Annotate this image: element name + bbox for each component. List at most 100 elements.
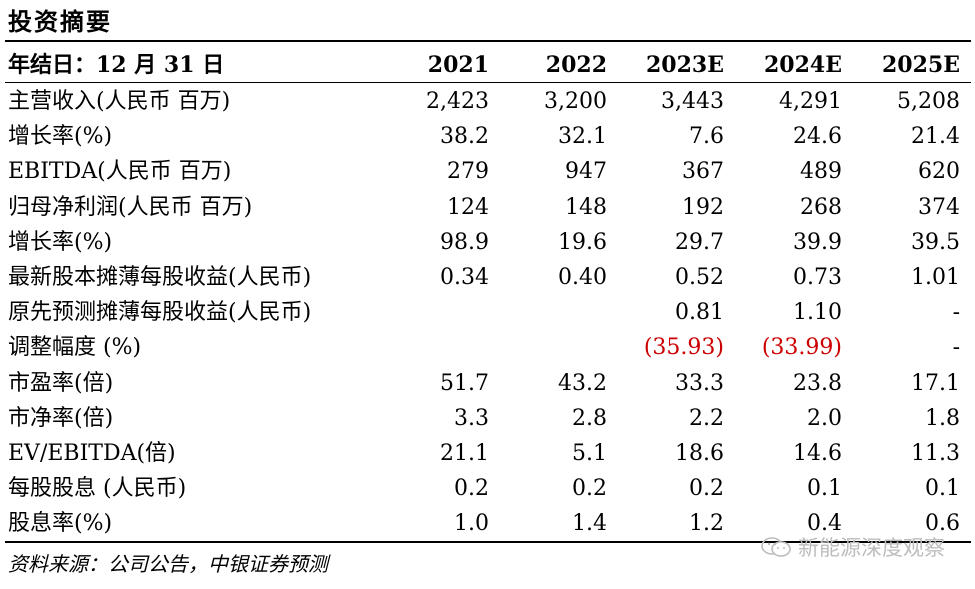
- cell-2024e: 489: [800, 159, 842, 185]
- cell-2022: 0.2: [572, 476, 607, 502]
- cell-2021: 2,423: [426, 89, 489, 114]
- table-row: 市净率(倍) 3.3 2.8 2.2 2.0 1.8: [0, 401, 975, 436]
- cell-2024e: 0.1: [807, 476, 842, 502]
- cell-2024e: 39.9: [793, 229, 842, 255]
- cell-2022: 3,200: [544, 89, 607, 114]
- cell-2025e: 21.4: [911, 124, 960, 150]
- table-row: 增长率(%) 98.9 19.6 29.7 39.9 39.5: [0, 225, 975, 260]
- cell-2021: 3.3: [454, 405, 489, 431]
- cell-2023e: 33.3: [675, 370, 724, 396]
- table-row: 原先预测摊薄每股收益(人民币) 0.81 1.10 -: [0, 295, 975, 330]
- row-label: EV/EBITDA(倍): [8, 441, 176, 466]
- header-rule: [5, 82, 971, 83]
- header-year-2022: 2022: [545, 52, 607, 78]
- table-row: 调整幅度 (%) (35.93) (33.99) -: [0, 330, 975, 365]
- row-label: 主营收入(人民币 百万): [8, 89, 231, 114]
- row-label: 市盈率(倍): [8, 370, 114, 396]
- cell-2023e: 18.6: [675, 441, 724, 466]
- cell-2022: 5.1: [572, 441, 607, 466]
- cell-2025e: 39.5: [911, 229, 960, 255]
- cell-2022: 2.8: [572, 405, 607, 431]
- cell-2025e: -: [952, 300, 960, 326]
- cell-2025e: 0.6: [925, 511, 960, 537]
- cell-2023e: 367: [682, 159, 724, 185]
- header-year-2024e: 2024E: [764, 52, 842, 78]
- cell-2024e: 14.6: [793, 441, 842, 466]
- table-row: EBITDA(人民币 百万) 279 947 367 489 620: [0, 154, 975, 189]
- cell-2021: 38.2: [440, 124, 489, 150]
- cell-2024e: 0.73: [793, 265, 842, 290]
- cell-2022: 1.4: [572, 511, 607, 537]
- cell-2023e: 7.6: [689, 124, 724, 150]
- header-year-2021: 2021: [427, 52, 489, 78]
- table-row: 股息率(%) 1.0 1.4 1.2 0.4 0.6: [0, 506, 975, 541]
- cell-2024e: 1.10: [793, 300, 842, 326]
- bottom-rule: [5, 541, 971, 543]
- table-row: 市盈率(倍) 51.7 43.2 33.3 23.8 17.1: [0, 366, 975, 401]
- cell-2023e: 0.52: [675, 265, 724, 290]
- cell-2021: 124: [447, 194, 489, 220]
- cell-2021: 21.1: [440, 441, 489, 466]
- row-label: 每股股息 (人民币): [8, 476, 187, 502]
- cell-2025e: 11.3: [911, 441, 960, 466]
- row-label: 市净率(倍): [8, 405, 114, 431]
- cell-2023e: 0.2: [689, 476, 724, 502]
- cell-2022: 0.40: [558, 265, 607, 290]
- header-label: 年结日：12 月 31 日: [8, 52, 225, 78]
- cell-2022: 43.2: [558, 370, 607, 396]
- cell-2025e: 620: [918, 159, 960, 185]
- cell-2021: 0.34: [440, 265, 489, 290]
- cell-2022: 148: [565, 194, 607, 220]
- watermark: 新能源深度观察: [760, 532, 945, 562]
- cell-2022: 32.1: [558, 124, 607, 150]
- cell-2023e: 29.7: [675, 229, 724, 255]
- wechat-icon: [761, 537, 791, 557]
- cell-2023e: 192: [682, 194, 724, 220]
- table-row: 每股股息 (人民币) 0.2 0.2 0.2 0.1 0.1: [0, 471, 975, 506]
- watermark-text: 新能源深度观察: [798, 536, 945, 560]
- table-row: 增长率(%) 38.2 32.1 7.6 24.6 21.4: [0, 119, 975, 154]
- row-label: 增长率(%): [8, 124, 113, 150]
- top-rule: [5, 40, 971, 42]
- header-year-2025e: 2025E: [882, 52, 960, 78]
- cell-2023e: 2.2: [689, 405, 724, 431]
- cell-2025e: 1.01: [911, 265, 960, 290]
- cell-2023e: 3,443: [661, 89, 724, 114]
- cell-2025e: 0.1: [925, 476, 960, 502]
- cell-2024e: 24.6: [793, 124, 842, 150]
- cell-2024e: 2.0: [807, 405, 842, 431]
- cell-2025e: 5,208: [897, 89, 960, 114]
- row-label: 最新股本摊薄每股收益(人民币): [8, 265, 312, 290]
- cell-2025e: -: [952, 335, 960, 361]
- cell-2024e: 23.8: [793, 370, 842, 396]
- cell-2021: 51.7: [440, 370, 489, 396]
- cell-2022: 19.6: [558, 229, 607, 255]
- cell-2021: 279: [447, 159, 489, 185]
- row-label: 原先预测摊薄每股收益(人民币): [8, 300, 312, 326]
- cell-2021: 98.9: [440, 229, 489, 255]
- cell-2024e: 4,291: [779, 89, 842, 114]
- cell-2023e: 1.2: [689, 511, 724, 537]
- row-label: 归母净利润(人民币 百万): [8, 194, 253, 220]
- cell-2022: 947: [565, 159, 607, 185]
- cell-2024e: 268: [800, 194, 842, 220]
- header-year-2023e: 2023E: [646, 52, 724, 78]
- cell-2025e: 374: [918, 194, 960, 220]
- cell-2021: 1.0: [454, 511, 489, 537]
- cell-2021: 0.2: [454, 476, 489, 502]
- source-note: 资料来源：公司公告，中银证券预测: [8, 552, 328, 576]
- table-row: EV/EBITDA(倍) 21.1 5.1 18.6 14.6 11.3: [0, 436, 975, 471]
- cell-2024e: 0.4: [807, 511, 842, 537]
- table-row: 主营收入(人民币 百万) 2,423 3,200 3,443 4,291 5,208: [0, 84, 975, 119]
- row-label: 增长率(%): [8, 229, 113, 255]
- cell-2024e: (33.99): [761, 335, 842, 361]
- cell-2025e: 1.8: [925, 405, 960, 431]
- cell-2025e: 17.1: [911, 370, 960, 396]
- cell-2023e: (35.93): [643, 335, 724, 361]
- page-title: 投资摘要: [8, 7, 112, 36]
- row-label: 股息率(%): [8, 511, 113, 537]
- table-row: 归母净利润(人民币 百万) 124 148 192 268 374: [0, 190, 975, 225]
- table-row: 最新股本摊薄每股收益(人民币) 0.34 0.40 0.52 0.73 1.01: [0, 260, 975, 295]
- row-label: EBITDA(人民币 百万): [8, 159, 232, 185]
- row-label: 调整幅度 (%): [8, 335, 142, 361]
